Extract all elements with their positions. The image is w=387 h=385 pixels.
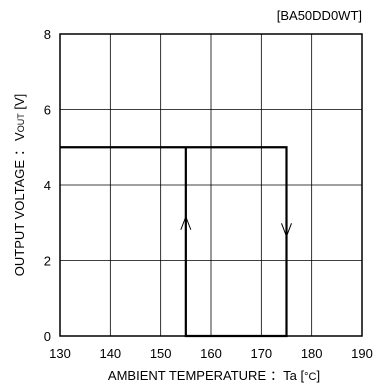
y-axis-label-v: V xyxy=(12,132,27,141)
y-tick-label: 6 xyxy=(44,103,51,118)
y-axis-label-unit: [V] xyxy=(12,94,27,114)
y-tick-label: 0 xyxy=(44,329,51,344)
grid xyxy=(59,33,363,337)
series-layer xyxy=(60,146,288,338)
x-axis-label-unit-suffix: ] xyxy=(316,368,320,383)
arrow-down-icon xyxy=(281,223,292,238)
y-tick-label: 4 xyxy=(44,178,51,193)
y-tick-label: 8 xyxy=(44,27,51,42)
arrow-up-icon xyxy=(180,215,192,230)
y-tick-label: 2 xyxy=(44,254,51,269)
y-axis-label-main: OUTPUT VOLTAGE xyxy=(12,160,27,277)
x-axis-label-main: AMBIENT TEMPERATURE xyxy=(108,368,267,383)
x-axis-label-unit-deg: °C xyxy=(304,371,316,383)
x-tick-labels: 130 140 150 160 170 180 190 xyxy=(49,346,373,361)
x-tick-label: 190 xyxy=(351,346,373,361)
arrow-layer xyxy=(180,215,292,238)
x-tick-label: 170 xyxy=(250,346,272,361)
y-tick-labels: 0 2 4 6 8 xyxy=(44,27,51,344)
x-axis-label: AMBIENT TEMPERATURE ：Ta [°C] xyxy=(108,368,320,383)
y-axis-label-sep: ： xyxy=(12,143,27,156)
x-tick-label: 180 xyxy=(301,346,323,361)
y-axis-label: OUTPUT VOLTAGE ： VOUT [V] xyxy=(12,94,27,277)
x-axis-label-sep: ： xyxy=(270,368,283,383)
x-tick-label: 130 xyxy=(49,346,71,361)
x-tick-label: 140 xyxy=(99,346,121,361)
x-axis-label-unit-prefix: Ta [ xyxy=(283,368,304,383)
x-tick-label: 160 xyxy=(200,346,222,361)
model-label: [BA50DD0WT] xyxy=(277,8,362,23)
y-axis-label-sub: OUT xyxy=(16,113,26,133)
series-line xyxy=(60,146,288,338)
x-tick-label: 150 xyxy=(150,346,172,361)
